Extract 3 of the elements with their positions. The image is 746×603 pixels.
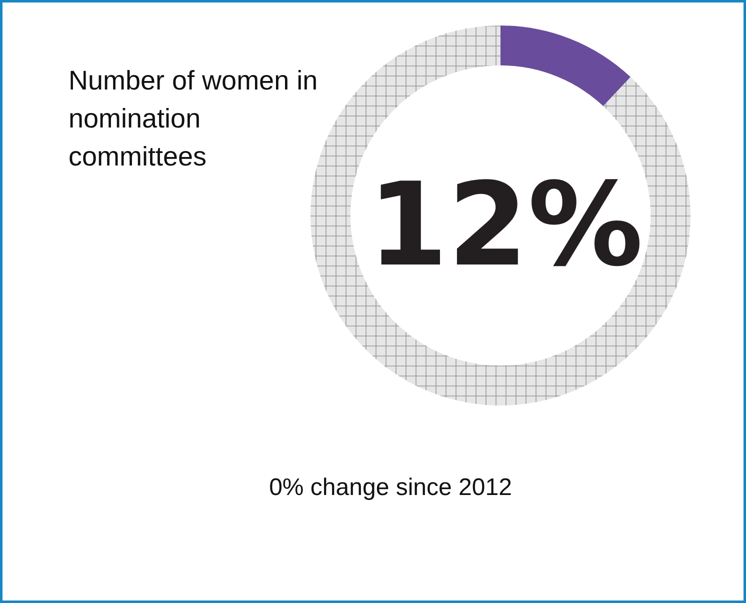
text: 12% [368, 158, 644, 292]
text: 0% change since 2012 [269, 474, 512, 501]
text: Number of women in nomination committees [68, 66, 318, 172]
